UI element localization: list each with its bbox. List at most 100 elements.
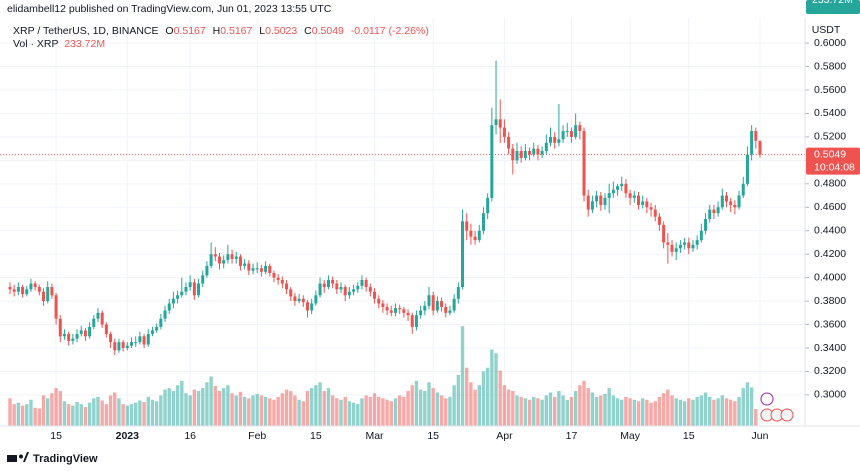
volume-bar [205,382,209,426]
candle-body [314,295,318,304]
candle-body [83,330,87,337]
candle-body [322,283,326,288]
candle-body [465,221,469,231]
candle-body [406,312,410,316]
candle-body [649,207,653,210]
volume-bar [364,395,368,426]
candle-body [50,287,54,296]
chart-title: XRP / TetherUS, 1D, BINANCE O0.5167 H0.5… [13,25,429,37]
candle-body [184,287,188,292]
legend-label: L [259,25,265,37]
candle-body [678,244,682,249]
volume-bar [175,385,180,426]
legend-label: C [304,25,312,37]
volume-bar [297,399,301,426]
x-tick-label: Jun [752,430,769,442]
volume-bar [506,389,511,426]
volume-bar [548,392,553,426]
volume-bar [473,389,477,426]
volume-label: 233.72M [812,0,853,6]
volume-bar [318,382,322,426]
candle-body [616,186,620,190]
candle-body [226,254,230,261]
volume-bar [687,398,691,426]
volume-bar [423,391,427,426]
candle-body [578,125,582,132]
candle-body [452,298,456,311]
volume-bar [481,371,486,426]
candle-body [360,279,364,286]
volume-bar [87,402,92,426]
candle-body [540,150,544,155]
volume-bar [347,401,352,426]
candle-body [167,303,171,311]
y-tick-label: 0.3800 [814,295,846,307]
volume-legend-value: 233.72M [64,38,105,50]
candle-body [699,230,703,241]
volume-bar [599,395,603,426]
volume-bar [92,398,96,426]
volume-bar [192,389,197,426]
layer [8,326,758,426]
volume-bar [96,396,100,426]
candle-body [712,209,716,214]
candle-body [502,127,506,137]
candle-body [238,256,242,266]
volume-bar [29,399,33,426]
candle-body [37,287,41,292]
volume-bar [615,398,620,426]
volume-bar [33,407,37,426]
candle-body [293,296,297,302]
volume-bar [540,399,544,426]
volume-bar [163,389,167,426]
y-tick-label: 0.4400 [814,225,846,237]
volume-bar [343,396,347,426]
volume-bar [58,391,62,426]
y-tick-label: 0.4200 [814,248,846,260]
volume-bar [276,396,280,426]
legend-label: O [165,25,173,37]
candle-body [427,295,431,306]
candle-body [331,279,335,284]
volume-bar [46,398,50,426]
candle-body [515,150,519,161]
volume-bar [653,401,657,426]
candle-body [289,289,293,297]
candle-body [117,342,121,351]
volume-bar [71,405,75,426]
candle-body [255,268,259,270]
volume-bar [360,398,364,426]
candle-body [481,213,485,231]
candle-body [440,301,444,307]
volume-bar [134,402,138,426]
y-tick-label: 0.6000 [814,37,846,49]
volume-bar [255,393,259,426]
event-icons [760,392,794,422]
volume-bar [335,398,339,426]
legend-value: 0.5167 [174,25,206,37]
volume-bar [402,396,406,426]
candle-body [259,268,263,272]
volume-legend-label: Vol · XRP [13,38,59,50]
volume-bar [733,401,737,426]
legend-label: H [213,25,221,37]
candle-body [595,195,599,202]
candle-body [724,195,728,202]
volume-bar [708,396,712,426]
volume-bar [129,404,134,426]
volume-bar [83,407,88,426]
volume-bar [414,380,419,426]
candle-body [218,256,221,264]
x-tick-label: Apr [496,430,513,442]
volume-bar [377,396,381,426]
candle-body [305,302,309,311]
volume-bar [565,399,569,426]
volume-bar [435,392,440,426]
volume-bar [171,391,176,426]
candle-body [46,287,50,302]
candle-body [603,197,607,205]
legend-value: 0.5049 [312,25,344,37]
volume-bar [666,389,670,426]
candle-body [733,204,737,208]
